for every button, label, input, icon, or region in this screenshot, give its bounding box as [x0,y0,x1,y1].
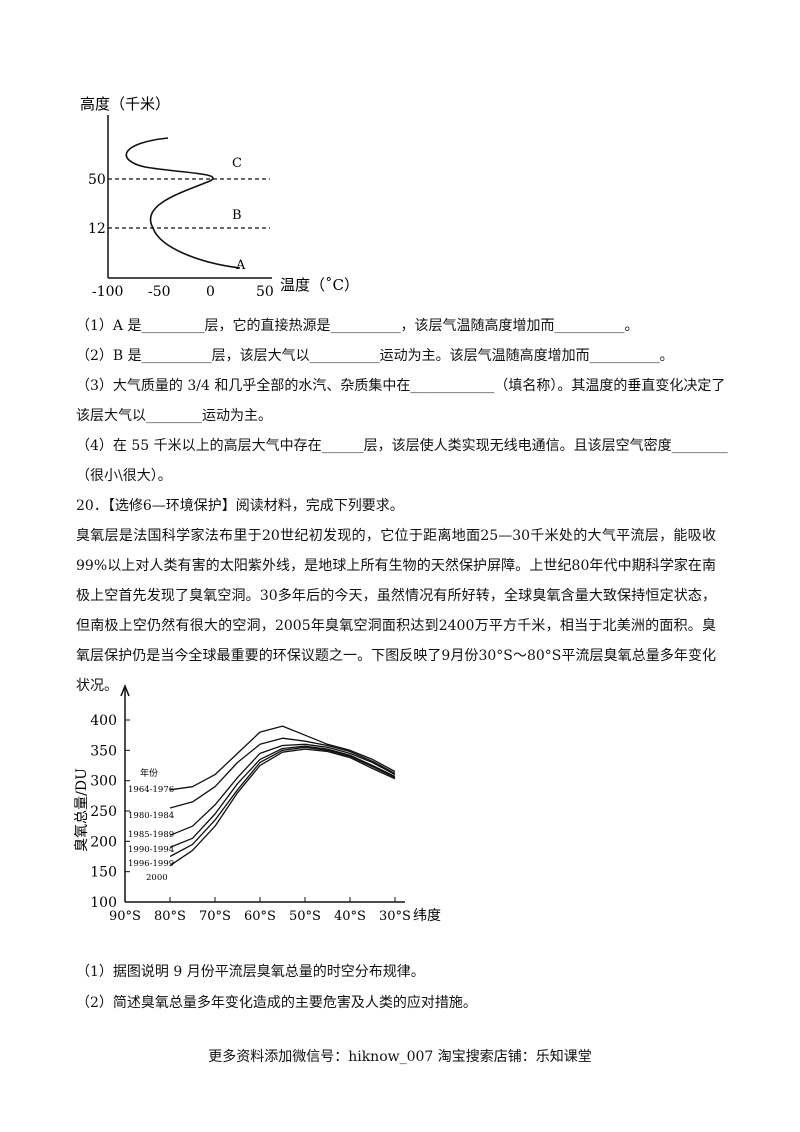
atmosphere-temperature-figure: 高度（千米） 50 12 C B A -100 -50 0 50 温度（˚C） [80,95,359,300]
question-19-4-cont: （很小\很大）。 [76,468,172,484]
ozone-chart: 100 150 200 250 300 350 400 90°S 80°S 70°S 60°S 50°… [74,683,441,924]
ozone-y-axis-arrow [120,683,130,697]
ozone-legend-title: 年份 [140,767,158,779]
ozone-series-line [169,745,396,849]
ozone-series-line [169,743,396,836]
ozone-xtick-label: 90°S [109,909,141,924]
ozone-xtick-label: 50°S [289,909,321,924]
question-20-2: （2）简述臭氧总量多年变化造成的主要危害及人类的应对措施。 [76,995,477,1011]
ozone-xlabel: 纬度 [413,908,441,924]
question-19-3: （3）大气质量的 3/4 和几乎全部的水汽、杂质集中在____________（… [76,378,726,394]
figure1-xtick-neg50: -50 [148,284,171,300]
figure1-ylabel: 高度（千米） [80,95,170,113]
ozone-ytick-label: 300 [90,774,117,790]
ozone-xtick-label: 30°S [379,909,411,924]
question-20-1: （1）据图说明 9 月份平流层臭氧总量的时空分布规律。 [76,964,425,980]
temperature-curve [125,137,241,269]
ozone-series-label: 1985-1989 [128,830,174,840]
figure1-xtick-50: 50 [256,284,274,300]
ozone-series-label: 1980-1984 [128,811,174,821]
question-19-4: （4）在 55 千米以上的高层大气中存在______层，该层使人类实现无线电通信… [76,438,728,454]
ozone-ytick-label: 350 [90,743,117,759]
ozone-series-label: 2000 [146,873,168,883]
layer-label-c: C [232,156,242,171]
ozone-xtick-label: 40°S [334,909,366,924]
figure1-xlabel: 温度（˚C） [280,276,359,294]
ozone-series-line [169,746,396,858]
question-19-1: （1）A 是_________层，它的直接热源是__________，该层气温随… [76,318,639,334]
ozone-ytick-label: 200 [90,834,117,850]
ozone-series-label: 1990-1994 [128,845,174,855]
ozone-ytick-label: 100 [90,895,117,911]
question-20-material: 臭氧层是法国科学家法布里于20世纪初发现的，它位于距离地面25—30千米处的大气… [76,528,716,694]
ozone-series-line [169,748,396,867]
question-19-3-cont: 该层大气以________运动为主。 [76,408,272,424]
question-20-title: 20．【选修6—环境保护】阅读材料，完成下列要求。 [76,498,404,514]
figure1-xtick-neg100: -100 [92,284,123,300]
figure1-xtick-0: 0 [206,284,215,300]
ozone-xtick-label: 80°S [154,909,186,924]
ozone-ytick-label: 150 [90,865,117,881]
ozone-series-label: 1996-1999 [128,859,174,869]
question-19-2: （2）B 是__________层，该层大气以__________运动为主。该层… [76,348,674,364]
figure1-ytick-50: 50 [88,172,106,188]
ozone-ytick-label: 250 [90,804,117,820]
layer-label-a: A [235,258,246,273]
layer-label-b: B [232,208,242,223]
ozone-series-line [169,737,396,809]
ozone-ylabel: 臭氧总量/DU [74,768,90,852]
ozone-ytick-label: 400 [90,713,117,729]
figure1-ytick-12: 12 [88,221,106,237]
ozone-xtick-label: 60°S [244,909,276,924]
ozone-xtick-label: 70°S [199,909,231,924]
ozone-series-line [169,725,396,791]
ozone-series-label: 1964-1976 [128,785,174,795]
page-footer: 更多资料添加微信号：hiknow_007 淘宝搜索店铺：乐知课堂 [208,1049,592,1065]
